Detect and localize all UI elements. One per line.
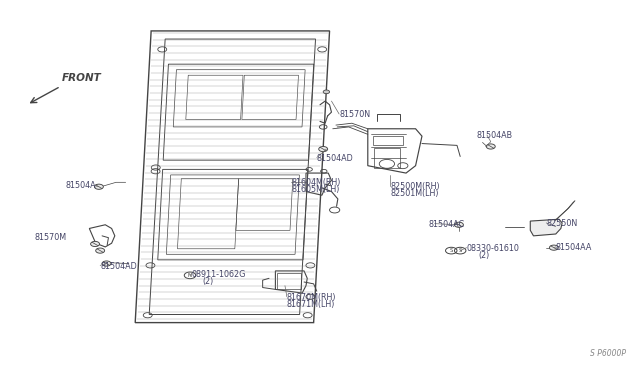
Text: 81570M: 81570M: [35, 233, 67, 242]
Circle shape: [486, 144, 495, 149]
Circle shape: [549, 245, 558, 250]
Circle shape: [319, 147, 328, 152]
Text: 81604M(RH): 81604M(RH): [291, 178, 340, 187]
Polygon shape: [531, 219, 562, 236]
Text: (2): (2): [478, 251, 490, 260]
Text: 81504AA: 81504AA: [556, 243, 592, 252]
Text: S P6000P: S P6000P: [590, 349, 626, 358]
Text: 81504A: 81504A: [65, 182, 96, 190]
Text: 81570N: 81570N: [339, 109, 371, 119]
Text: 82500M(RH): 82500M(RH): [390, 182, 440, 190]
Text: 82550N: 82550N: [546, 219, 577, 228]
Text: 81504AC: 81504AC: [428, 220, 465, 229]
Text: 81504AD: 81504AD: [100, 262, 137, 271]
Circle shape: [96, 248, 104, 253]
Circle shape: [454, 222, 463, 227]
Text: S: S: [449, 248, 453, 253]
Text: 81605M(LH): 81605M(LH): [291, 185, 340, 194]
Text: 81504AB: 81504AB: [476, 131, 512, 140]
Text: 81504AD: 81504AD: [317, 154, 353, 163]
Circle shape: [323, 90, 330, 94]
Text: 08911-1062G: 08911-1062G: [191, 270, 246, 279]
Text: (2): (2): [202, 277, 213, 286]
Circle shape: [91, 241, 100, 247]
Circle shape: [95, 184, 103, 189]
Text: 08330-61610: 08330-61610: [467, 244, 520, 253]
Text: 81670M(RH): 81670M(RH): [287, 293, 337, 302]
Text: 81671M(LH): 81671M(LH): [287, 300, 335, 309]
Text: FRONT: FRONT: [62, 73, 102, 83]
Text: 82501M(LH): 82501M(LH): [390, 189, 438, 198]
Text: S: S: [458, 248, 462, 253]
Circle shape: [102, 261, 111, 266]
Text: N: N: [188, 273, 192, 278]
